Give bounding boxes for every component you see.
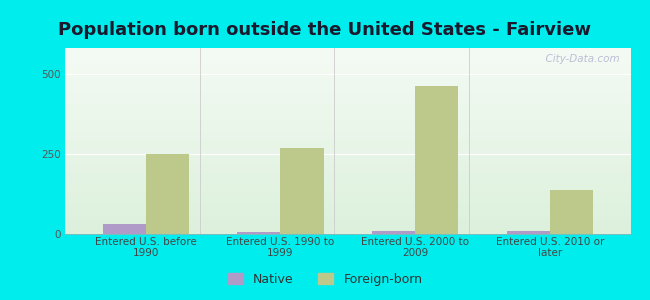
Bar xyxy=(237,232,280,234)
Bar xyxy=(550,190,593,234)
Bar xyxy=(506,231,550,234)
Bar xyxy=(415,86,458,234)
Text: City-Data.com: City-Data.com xyxy=(539,54,619,64)
Text: Population born outside the United States - Fairview: Population born outside the United State… xyxy=(58,21,592,39)
Legend: Native, Foreign-born: Native, Foreign-born xyxy=(223,268,427,291)
Bar xyxy=(103,224,146,234)
Bar xyxy=(280,148,324,234)
Bar xyxy=(146,154,189,234)
Bar xyxy=(372,231,415,234)
